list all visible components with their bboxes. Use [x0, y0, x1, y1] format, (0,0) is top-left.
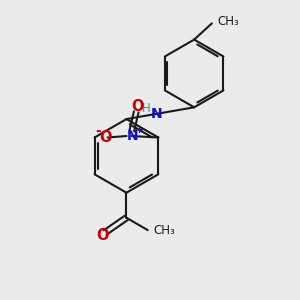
Text: O: O — [96, 228, 109, 243]
Text: N: N — [151, 107, 162, 121]
Text: O: O — [131, 99, 144, 114]
Text: CH₃: CH₃ — [217, 15, 239, 28]
Text: CH₃: CH₃ — [153, 224, 175, 237]
Text: H: H — [142, 102, 151, 115]
Text: O: O — [99, 130, 112, 145]
Text: -: - — [95, 124, 101, 138]
Text: N: N — [127, 129, 138, 143]
Text: +: + — [135, 124, 144, 134]
